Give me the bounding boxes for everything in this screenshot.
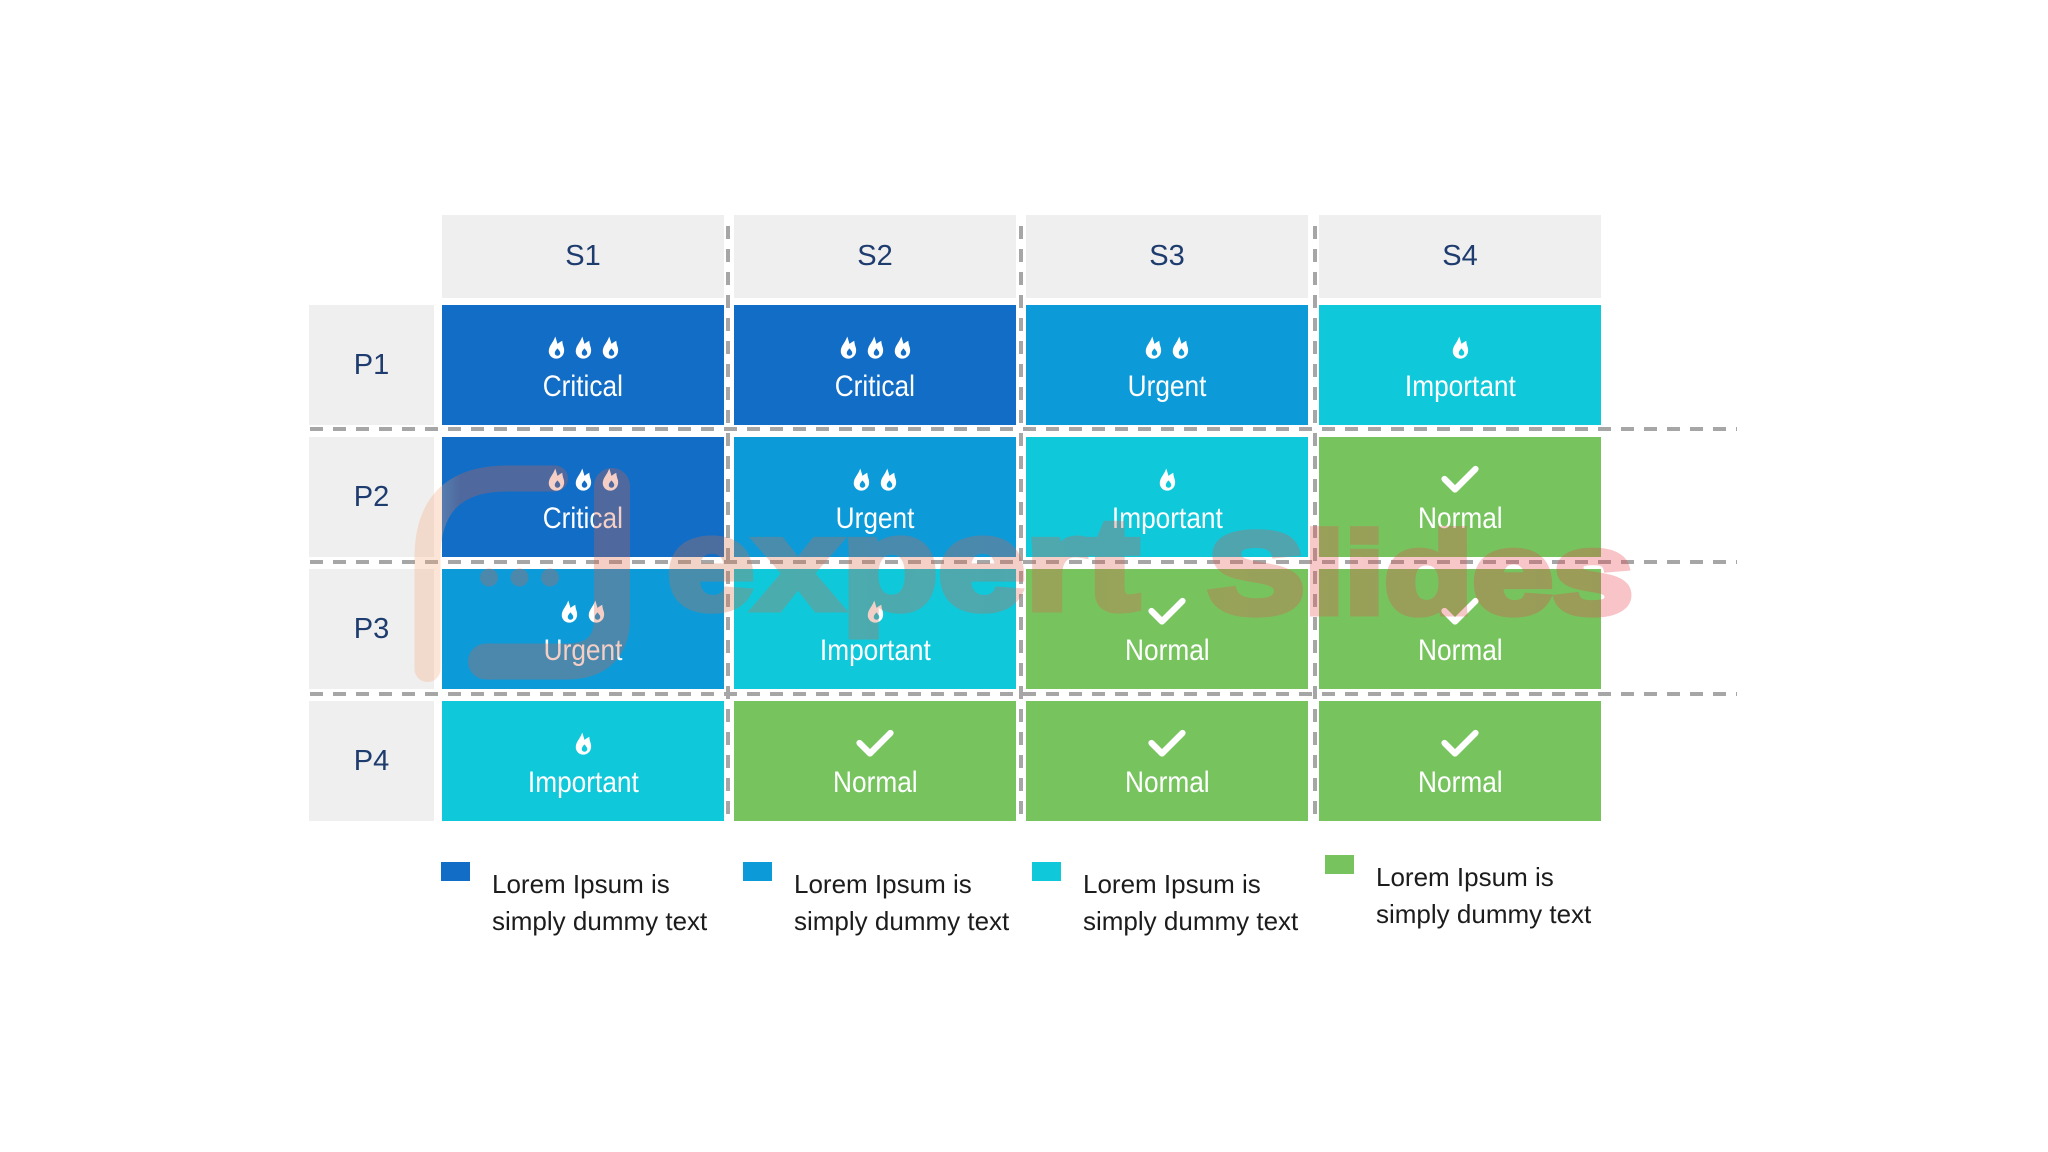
svg-text:Slides: Slides	[1208, 510, 1633, 638]
svg-text:expert: expert	[667, 491, 1139, 637]
